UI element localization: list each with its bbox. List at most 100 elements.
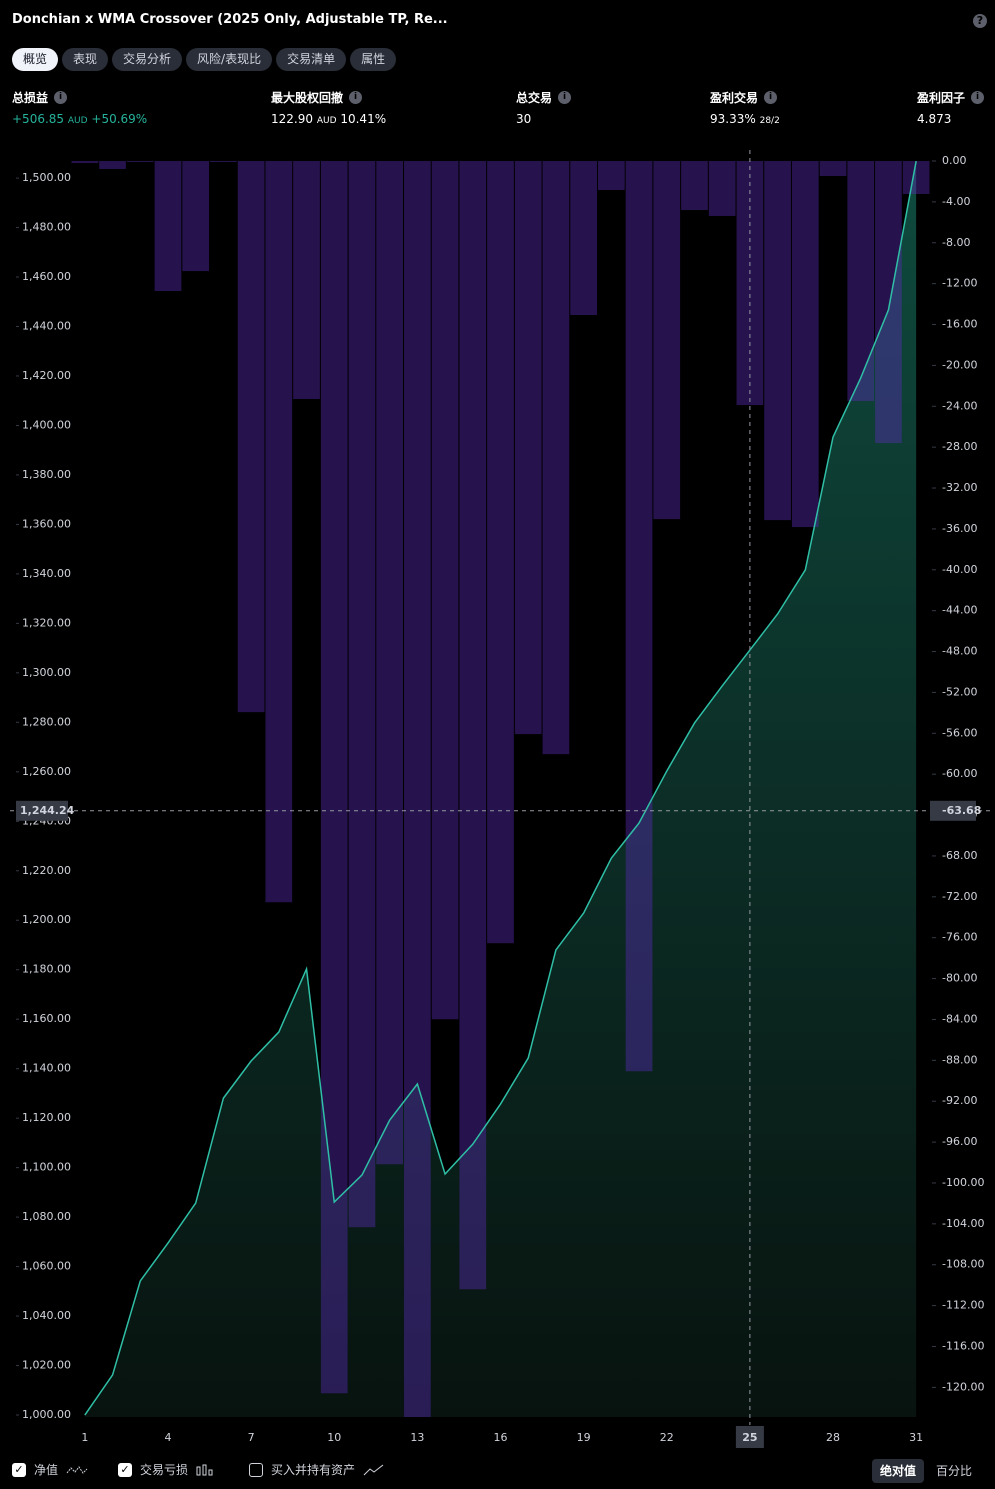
y2-tick-label: -104.00: [942, 1217, 984, 1230]
y2-tick-label: -44.00: [942, 604, 977, 617]
y2-tick-label: -48.00: [942, 645, 977, 658]
y2-tick-label: -28.00: [942, 440, 977, 453]
y2-tick-label: -88.00: [942, 1053, 977, 1066]
label-text: 盈利因子: [917, 91, 966, 105]
value: 93.33%: [710, 112, 756, 126]
checkbox[interactable]: [249, 1462, 263, 1477]
info-icon[interactable]: i: [349, 91, 363, 104]
y-tick-label: 1,000.00: [22, 1408, 71, 1421]
y2-tick-label: -56.00: [942, 726, 977, 739]
info-icon[interactable]: i: [558, 91, 572, 104]
y-tick-label: 1,260.00: [22, 765, 71, 778]
tab[interactable]: 属性: [350, 48, 397, 71]
y-tick-label: 1,300.00: [22, 666, 71, 679]
strategy-title: Donchian x WMA Crossover (2025 Only, Adj…: [12, 12, 448, 27]
y2-tick-label: -100.00: [942, 1176, 984, 1189]
drawdown-bar: [487, 161, 514, 944]
toggle-equity[interactable]: ✓ 净值: [12, 1461, 88, 1478]
checkbox[interactable]: ✓: [12, 1462, 26, 1477]
x-tick-label: 19: [577, 1431, 591, 1444]
drawdown-bar: [265, 161, 293, 903]
y2-tick-label: -108.00: [942, 1258, 984, 1271]
y-tick-label: 1,280.00: [22, 715, 71, 728]
metric: 盈利交易 i 93.33% 28/2: [710, 89, 780, 126]
y-tick-label: 1,360.00: [22, 517, 71, 530]
toggle-buy-hold[interactable]: 买入并持有资产: [249, 1461, 385, 1478]
drawdown-bar: [847, 161, 875, 402]
equity-area: [84, 161, 917, 1418]
tab[interactable]: 概览: [12, 48, 59, 71]
y2-tick-label: -68.00: [942, 849, 977, 862]
x-tick-label: 31: [909, 1431, 923, 1444]
tab[interactable]: 交易分析: [112, 48, 183, 71]
drawdown-bar: [293, 161, 320, 400]
y2-tick-label: -84.00: [942, 1012, 977, 1025]
unit: AUD: [67, 116, 88, 126]
metric-value: 30: [516, 112, 571, 126]
percent: +50.69%: [91, 112, 148, 126]
y2-tick-label: -36.00: [942, 522, 977, 535]
tab[interactable]: 表现: [62, 48, 109, 71]
y2-tick-label: -16.00: [942, 318, 977, 331]
drawdown-bar: [182, 161, 210, 272]
metric: 总交易 i 30: [516, 89, 572, 126]
help-icon[interactable]: ?: [973, 14, 987, 28]
label-text: 总损益: [12, 91, 49, 105]
y-tick-label: 1,180.00: [22, 963, 71, 976]
y2-tick-label: -76.00: [942, 931, 977, 944]
toggle-drawdown[interactable]: ✓ 交易亏损: [118, 1461, 216, 1478]
y2-tick-label: -20.00: [942, 358, 977, 371]
drawdown-bar: [902, 161, 930, 195]
equity-line: [84, 160, 917, 1416]
drawdown-bar: [791, 161, 819, 528]
x-tick-label: 28: [826, 1431, 840, 1444]
drawdown-bar: [71, 161, 99, 164]
drawdown-bar: [570, 161, 597, 316]
drawdown-bar: [404, 161, 431, 1417]
drawdown-bar: [320, 161, 348, 1394]
drawdown-bar: [764, 161, 791, 521]
metric-label: 最大股权回撤 i: [271, 89, 386, 106]
y-tick-label: 1,020.00: [22, 1359, 71, 1372]
y2-tick-label: -8.00: [942, 236, 970, 249]
y2-tick-label: 0.00: [942, 154, 967, 167]
y2-tick-label: -96.00: [942, 1135, 977, 1148]
drawdown-bar: [210, 161, 237, 163]
drawdown-bar: [154, 161, 182, 291]
info-icon[interactable]: i: [971, 91, 985, 104]
y2-tick-label: -24.00: [942, 399, 977, 412]
checkbox[interactable]: ✓: [118, 1462, 132, 1477]
y-tick-label: 1,160.00: [22, 1012, 71, 1025]
metric-value: 4.873: [917, 112, 984, 126]
y2-tick-label: -4.00: [942, 195, 970, 208]
drawdown-bar: [708, 161, 736, 216]
metric-label: 盈利交易 i: [710, 89, 780, 106]
drawdown-bar: [348, 161, 376, 1228]
drawdown-bar: [237, 161, 265, 713]
drawdown-bar: [376, 161, 404, 1165]
y-tick-label: 1,400.00: [22, 418, 71, 431]
tab[interactable]: 风险/表现比: [186, 48, 273, 71]
y-tick-label: 1,060.00: [22, 1260, 71, 1273]
drawdown-bar: [819, 161, 847, 177]
percent: 10.41%: [340, 112, 387, 126]
drawdown-bar: [542, 161, 570, 755]
drawdown-bar: [459, 161, 487, 1290]
y-tick-label: 1,380.00: [22, 468, 71, 481]
crosshair-y2-label: -63.68: [942, 804, 981, 817]
mode-button[interactable]: 绝对值: [872, 1459, 925, 1483]
y-tick-label: 1,340.00: [22, 567, 71, 580]
value: 122.90: [271, 112, 313, 126]
y2-tick-label: -116.00: [942, 1339, 984, 1352]
y-tick-label: 1,440.00: [22, 320, 71, 333]
info-icon[interactable]: i: [54, 91, 68, 104]
mode-button[interactable]: 百分比: [936, 1464, 973, 1478]
bar-icon: [196, 1464, 213, 1475]
tab[interactable]: 交易清单: [276, 48, 347, 71]
y2-tick-label: -80.00: [942, 972, 977, 985]
y-tick-label: 1,320.00: [22, 616, 71, 629]
drawdown-bar: [431, 161, 459, 1020]
info-icon[interactable]: i: [764, 91, 778, 104]
toggle-label: 净值: [34, 1463, 59, 1477]
